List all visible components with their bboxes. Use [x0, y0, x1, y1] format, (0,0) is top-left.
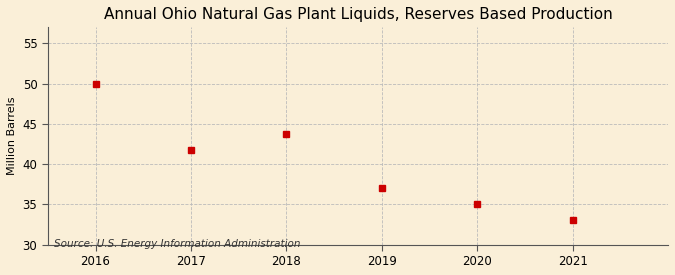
- Text: Source: U.S. Energy Information Administration: Source: U.S. Energy Information Administ…: [54, 239, 300, 249]
- Y-axis label: Million Barrels: Million Barrels: [7, 97, 17, 175]
- Title: Annual Ohio Natural Gas Plant Liquids, Reserves Based Production: Annual Ohio Natural Gas Plant Liquids, R…: [103, 7, 612, 22]
